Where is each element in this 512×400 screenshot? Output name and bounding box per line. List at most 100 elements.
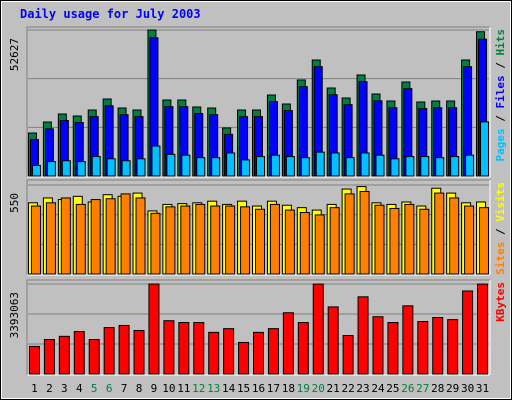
x-tick-label: 1 xyxy=(31,382,38,395)
bar xyxy=(58,335,70,375)
x-tick-label: 10 xyxy=(162,382,175,395)
bar xyxy=(374,204,385,275)
bar xyxy=(75,203,86,275)
bar xyxy=(389,207,400,275)
bar xyxy=(255,208,265,275)
bar xyxy=(342,335,354,375)
bar xyxy=(479,207,490,275)
bar xyxy=(330,152,340,177)
bar xyxy=(106,158,116,177)
x-tick-label: 22 xyxy=(341,382,354,395)
bar xyxy=(151,145,161,177)
legend-entry: Files xyxy=(494,75,507,108)
bar xyxy=(420,156,430,177)
bar xyxy=(404,203,415,275)
bar xyxy=(315,151,325,177)
x-tick-label: 25 xyxy=(386,382,399,395)
bar xyxy=(329,207,340,275)
bar xyxy=(359,190,370,275)
x-tick-label: 20 xyxy=(312,382,325,395)
legend-entry: KBytes xyxy=(494,282,507,322)
bar xyxy=(299,212,310,275)
bar xyxy=(226,152,236,177)
bar xyxy=(405,156,415,177)
bar xyxy=(148,283,160,375)
x-tick-label: 16 xyxy=(252,382,265,395)
bar xyxy=(402,305,414,375)
legend-separator: / xyxy=(494,222,507,242)
bar xyxy=(256,156,265,177)
bar xyxy=(165,206,176,275)
bar xyxy=(270,154,280,177)
bar xyxy=(150,212,161,275)
bar xyxy=(390,158,400,177)
bar xyxy=(43,339,55,375)
bar xyxy=(480,121,490,177)
x-tick-label: 4 xyxy=(76,382,83,395)
x-tick-label: 13 xyxy=(207,382,220,395)
bar xyxy=(61,160,71,177)
x-tick-label: 6 xyxy=(106,382,113,395)
bar xyxy=(282,312,294,375)
x-tick-label: 9 xyxy=(151,382,158,395)
x-tick-label: 26 xyxy=(401,382,414,395)
bar xyxy=(435,157,445,177)
bar xyxy=(477,283,489,375)
x-tick-label: 14 xyxy=(222,382,236,395)
bar xyxy=(345,157,355,177)
x-tick-label: 30 xyxy=(461,382,474,395)
y-tick-label: 52627 xyxy=(8,38,21,71)
legend: Pages / Files / Hits xyxy=(494,29,507,162)
bar xyxy=(375,154,385,177)
x-tick-label: 7 xyxy=(121,382,128,395)
x-tick-label: 12 xyxy=(192,382,205,395)
bar xyxy=(136,158,146,177)
legend-entry: Pages xyxy=(494,128,507,161)
bar xyxy=(360,152,370,177)
bar xyxy=(372,316,384,375)
x-tick-label: 27 xyxy=(416,382,429,395)
x-tick-label: 29 xyxy=(446,382,459,395)
bar xyxy=(300,157,310,177)
bar xyxy=(225,205,236,275)
bar xyxy=(163,320,175,375)
bar xyxy=(73,331,85,375)
bar xyxy=(46,161,56,177)
x-tick-label: 17 xyxy=(267,382,280,395)
bar xyxy=(118,324,130,375)
y-tick-label: 550 xyxy=(8,193,21,213)
bar xyxy=(210,205,221,275)
x-tick-label: 28 xyxy=(431,382,444,395)
bar xyxy=(297,322,309,375)
x-tick-label: 18 xyxy=(282,382,295,395)
bar xyxy=(195,203,206,275)
bar xyxy=(417,320,429,375)
bar xyxy=(91,156,101,177)
bar xyxy=(462,290,474,375)
bar xyxy=(28,345,40,375)
bar xyxy=(434,192,445,275)
legend-separator: / xyxy=(494,109,507,129)
bar xyxy=(450,156,460,177)
x-tick-label: 2 xyxy=(46,382,53,395)
bar xyxy=(465,154,475,177)
bar xyxy=(90,199,101,275)
bar xyxy=(344,193,355,275)
legend-separator: / xyxy=(494,56,507,76)
bar xyxy=(240,206,251,275)
bar xyxy=(223,328,235,375)
bar xyxy=(419,208,430,275)
x-tick-label: 21 xyxy=(327,382,340,395)
x-tick-label: 11 xyxy=(177,382,190,395)
bar xyxy=(327,306,339,375)
bar xyxy=(60,197,71,275)
bar xyxy=(208,331,220,375)
bar xyxy=(253,331,264,375)
bar xyxy=(238,341,250,375)
chart-title: Daily usage for July 2003 xyxy=(20,7,201,21)
bar xyxy=(178,322,190,375)
bar xyxy=(449,197,460,275)
legend: KBytes xyxy=(494,282,507,322)
bar xyxy=(30,205,41,275)
bar xyxy=(314,214,325,275)
